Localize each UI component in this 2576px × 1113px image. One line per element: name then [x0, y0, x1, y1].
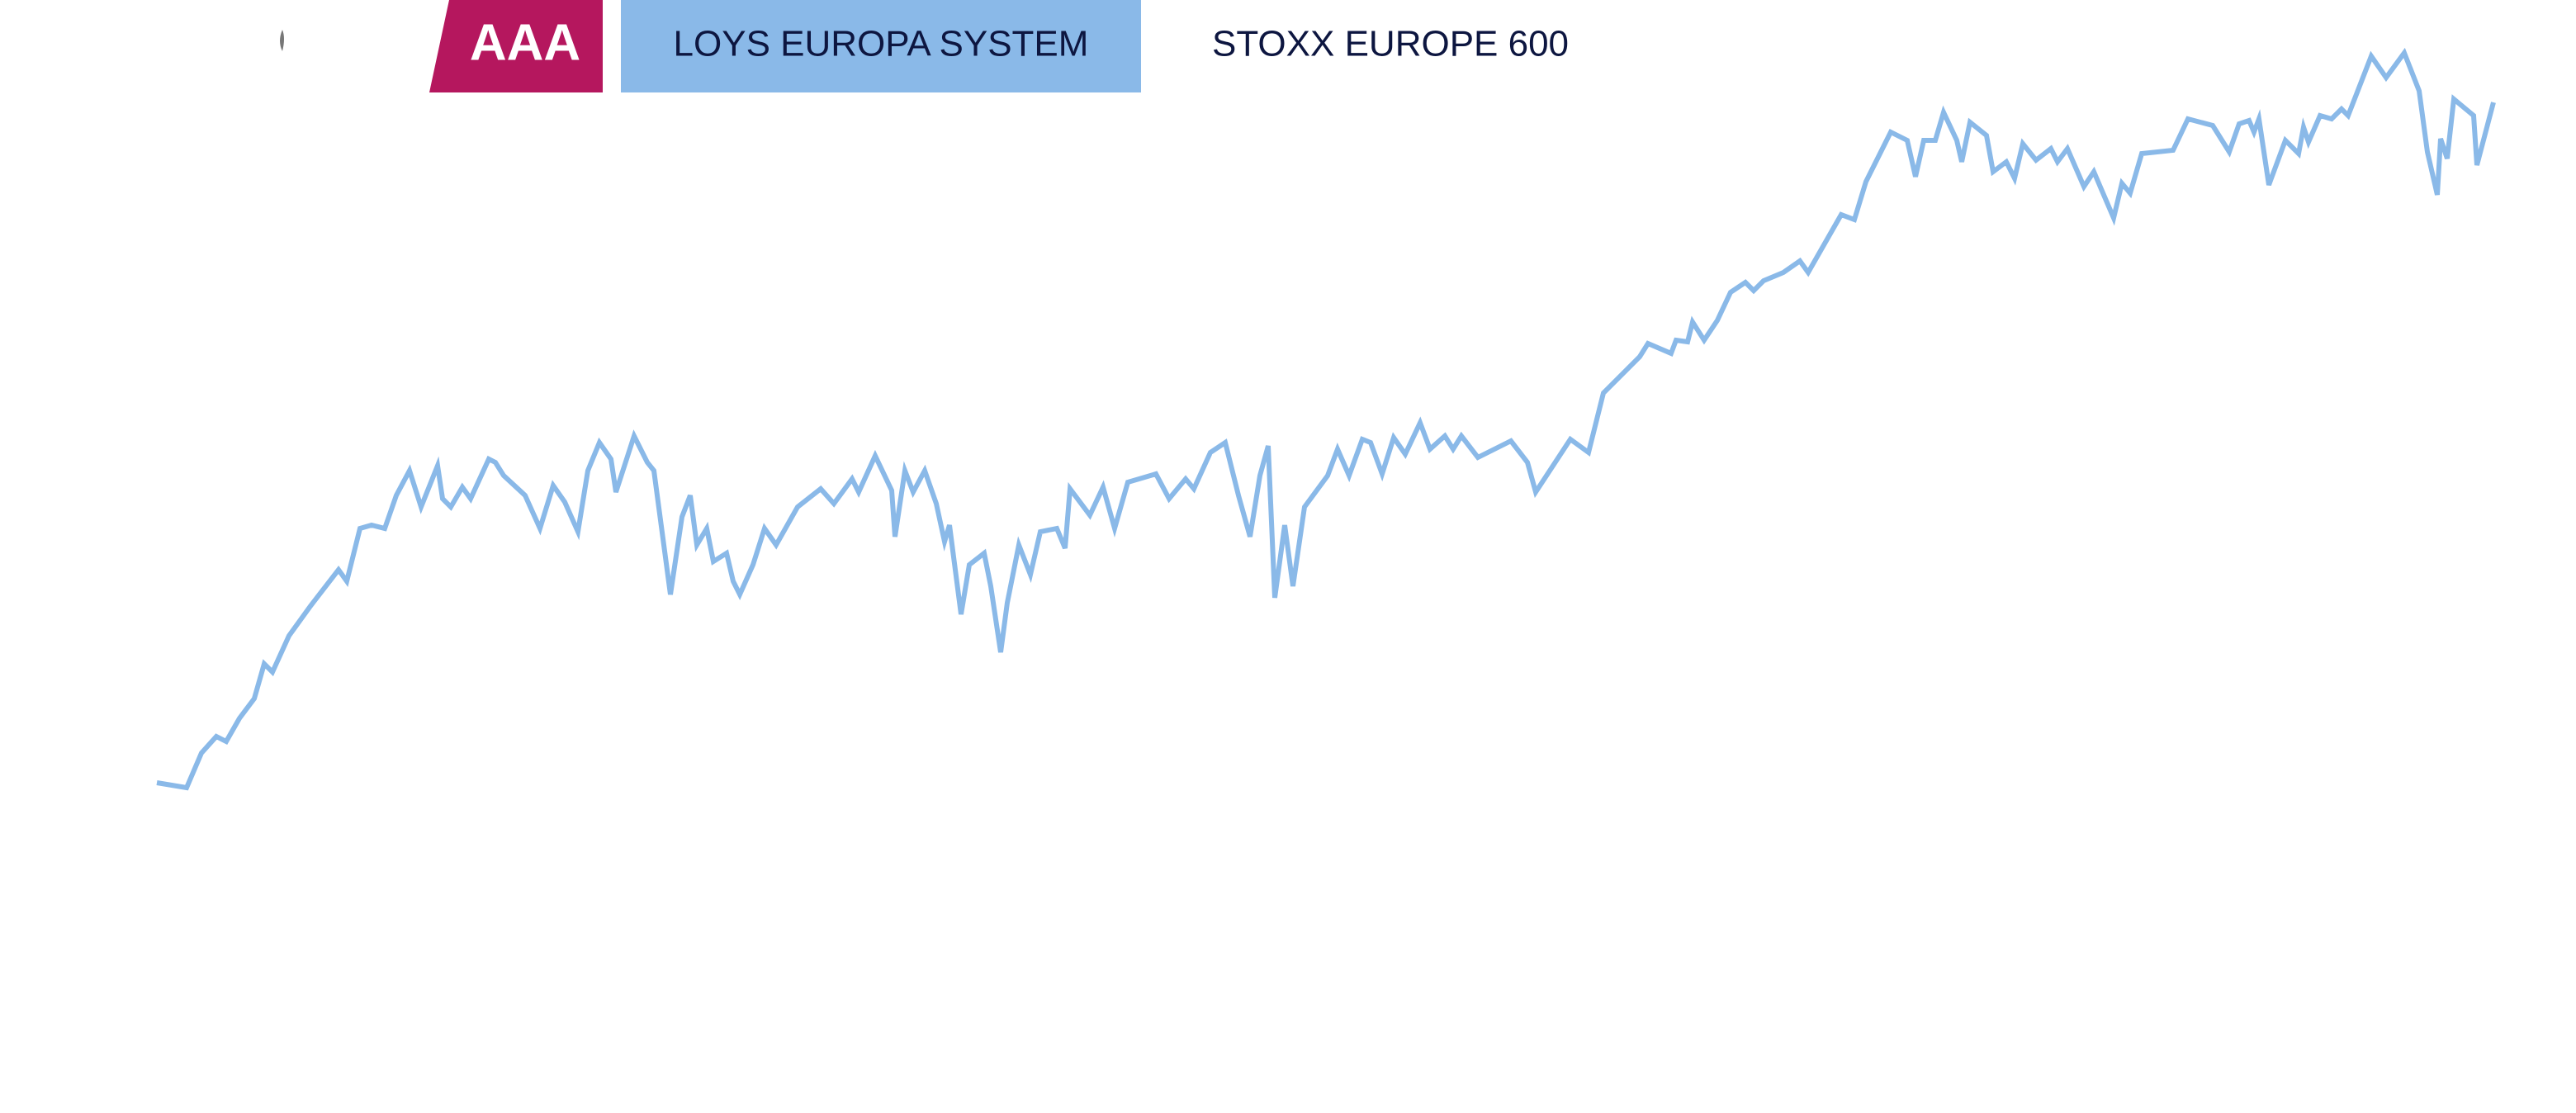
badge-button[interactable] — [429, 0, 603, 92]
series-button[interactable] — [621, 0, 1141, 92]
comparison-label[interactable]: STOXX EUROPE 600 — [1212, 24, 1569, 64]
series-label[interactable]: LOYS EUROPA SYSTEM — [674, 24, 1089, 64]
badge-label[interactable]: AAA — [470, 14, 580, 71]
icon — [280, 30, 284, 51]
series-line — [156, 47, 2496, 791]
